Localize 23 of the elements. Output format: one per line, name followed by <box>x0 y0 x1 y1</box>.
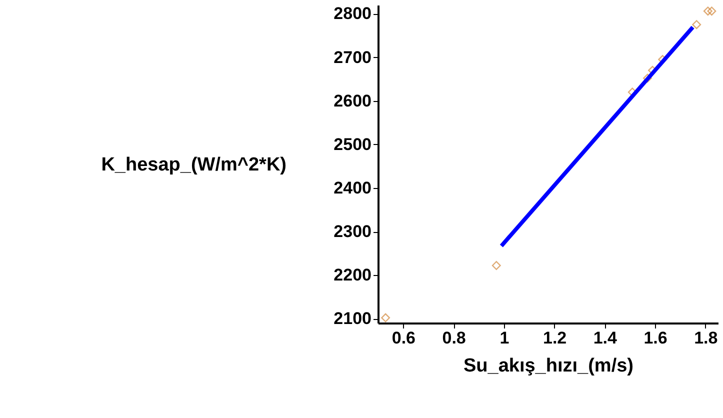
x-tick-label: 0.8 <box>442 328 466 348</box>
x-tick-label: 1 <box>500 328 510 348</box>
y-tick-label: 2800 <box>334 4 372 24</box>
x-tick-label: 1.4 <box>593 328 618 348</box>
point <box>381 313 390 322</box>
y-tick-label: 2100 <box>334 309 372 328</box>
point <box>643 74 652 83</box>
y-tick-label: 2300 <box>334 222 372 242</box>
y-axis-title: K_hesap_(W/m^2*K) <box>101 154 286 176</box>
x-tick-label: 1.8 <box>694 328 718 348</box>
y-tick-label: 2500 <box>334 134 372 154</box>
y-tick-label: 2400 <box>334 178 372 198</box>
x-tick-label: 1.6 <box>644 328 668 348</box>
y-tick-label: 2200 <box>334 266 372 285</box>
y-tick-label: 2700 <box>334 48 372 67</box>
point <box>703 6 712 16</box>
x-axis-title: Su_akış_hızı_(m/s) <box>463 356 634 376</box>
point <box>707 6 716 16</box>
y-tick-label: 2600 <box>334 91 372 110</box>
point <box>692 20 702 30</box>
x-tick-label: 1.2 <box>542 328 567 348</box>
x-tick-label: 0.6 <box>392 328 416 348</box>
point <box>492 261 501 270</box>
